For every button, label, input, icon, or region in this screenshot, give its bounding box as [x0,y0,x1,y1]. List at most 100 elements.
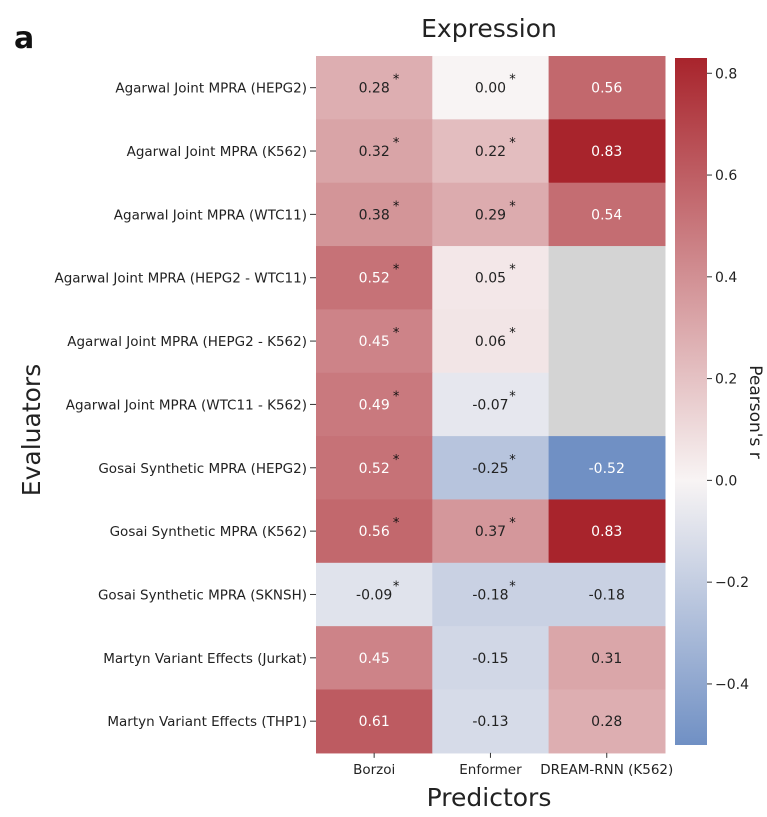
significance-star: * [393,73,400,88]
colorbar-tick-label: −0.2 [715,575,749,591]
cell-value-label: 0.49 [359,397,390,413]
cell-value-label: 0.56 [359,524,390,540]
cell-value-label: -0.52 [589,461,625,477]
significance-star: * [393,389,400,404]
heatmap-cell [548,499,666,564]
heatmap-cell [316,372,433,437]
chart-title: Expression [421,14,557,43]
row-labels: Agarwal Joint MPRA (HEPG2) Agarwal Joint … [54,81,316,730]
heatmap-cell [316,182,433,247]
column-tick-label: DREAM-RNN (K562) [540,762,673,778]
cell-value-label: 0.83 [591,524,622,540]
significance-star: * [393,136,400,151]
heatmap-cell [316,246,433,310]
significance-star: * [509,263,516,278]
row-tick-label: Agarwal Joint MPRA (HEPG2) [115,81,307,97]
heatmap-cell [316,56,433,120]
significance-star: * [509,579,516,594]
cell-value-label: -0.07 [472,397,508,413]
heatmap-cell [432,626,550,691]
heatmap-cell [548,119,666,184]
colorbar-tick-label: 0.6 [715,168,737,184]
colorbar-tick-label: 0.2 [715,372,737,388]
row-tick-label: Agarwal Joint MPRA (HEPG2 - WTC11) [54,271,307,287]
row-tick-label: Martyn Variant Effects (Jurkat) [103,651,307,667]
heatmap-cell [316,119,433,184]
row-tick-label: Martyn Variant Effects (THP1) [107,714,307,730]
x-axis-title: Predictors [427,783,552,812]
heatmap-cell [432,246,550,310]
heatmap-cell [432,499,550,564]
significance-star: * [509,389,516,404]
heatmap-cell [548,689,666,754]
heatmap-cell [316,436,433,501]
heatmap-cell [432,689,550,754]
cell-value-label: 0.06 [475,334,506,350]
heatmap-cell [316,689,433,754]
heatmap-cell [548,182,666,247]
cell-value-label: 0.52 [359,271,390,287]
cell-value-label: -0.18 [472,587,508,603]
cell-value-label: 0.28 [359,81,390,97]
significance-star: * [509,326,516,341]
cell-value-label: 0.45 [359,334,390,350]
cell-value-label: 0.45 [359,651,390,667]
cell-value-label: 0.29 [475,207,506,223]
cell-value-label: 0.56 [591,81,622,97]
cell-value-label: 0.28 [591,714,622,730]
row-tick-label: Agarwal Joint MPRA (WTC11) [114,207,307,223]
heatmap-cell [316,309,433,374]
cell-value-label: -0.18 [589,587,625,603]
cell-value-label: 0.37 [475,524,506,540]
row-tick-label: Agarwal Joint MPRA (WTC11 - K562) [66,397,307,413]
cell-value-label: 0.83 [591,144,622,160]
heatmap-cell [432,56,550,120]
significance-star: * [393,199,400,214]
y-axis-title: Evaluators [17,364,46,496]
cell-value-label: -0.13 [472,714,508,730]
cell-value-label: 0.31 [591,651,622,667]
cell-value-label: -0.25 [472,461,508,477]
heatmap-cells: 0.28*0.00*0.560.32*0.22*0.830.38*0.29*0.… [316,56,666,754]
cell-value-label: -0.09 [356,587,392,603]
colorbar: −0.4 −0.2 0.0 0.2 0.4 0.6 0.8 Pearson's r [675,58,765,745]
cell-value-label: 0.05 [475,271,506,287]
colorbar-gradient [675,58,707,745]
heatmap-cell [548,246,666,310]
heatmap-cell [548,626,666,691]
heatmap-cell [432,119,550,184]
heatmap-cell [432,562,550,627]
heatmap-cell [548,309,666,374]
significance-star: * [509,453,516,468]
significance-star: * [509,73,516,88]
heatmap-cell [432,182,550,247]
significance-star: * [393,579,400,594]
cell-value-label: 0.32 [359,144,390,160]
row-tick-label: Gosai Synthetic MPRA (K562) [110,524,307,540]
cell-value-label: 0.52 [359,461,390,477]
heatmap-cell [316,626,433,691]
colorbar-tick-label: 0.8 [715,66,737,82]
heatmap-cell [548,436,666,501]
significance-star: * [509,516,516,531]
heatmap-cell [548,372,666,437]
row-tick-label: Agarwal Joint MPRA (HEPG2 - K562) [67,334,307,350]
heatmap-cell [432,372,550,437]
panel-letter: a [14,21,34,56]
colorbar-tick-label: −0.4 [715,677,749,693]
row-tick-label: Agarwal Joint MPRA (K562) [127,144,307,160]
colorbar-tick-label: 0.4 [715,270,737,286]
cell-value-label: 0.22 [475,144,506,160]
significance-star: * [393,453,400,468]
heatmap-cell [548,56,666,120]
heatmap-cell [316,499,433,564]
heatmap-cell [432,436,550,501]
significance-star: * [393,263,400,278]
cell-value-label: -0.15 [472,651,508,667]
heatmap-cell [316,562,433,627]
row-tick-label: Gosai Synthetic MPRA (HEPG2) [98,461,307,477]
row-tick-label: Gosai Synthetic MPRA (SKNSH) [98,587,307,603]
significance-star: * [509,199,516,214]
heatmap-cell [432,309,550,374]
